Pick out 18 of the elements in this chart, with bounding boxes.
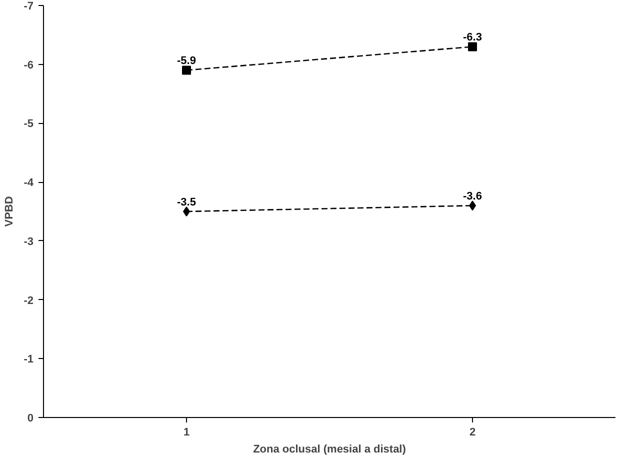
x-tick-label: 2 [469,426,476,438]
y-tick-label: -2 [24,294,34,307]
y-tick-label: -5 [24,118,34,130]
data-label: -6.3 [463,32,482,44]
x-axis-title: Zona oclusal (mesial a distal) [253,444,406,456]
data-label: -3.6 [463,190,482,203]
data-label: -5.9 [177,55,196,68]
point [468,42,477,52]
y-tick-label: -6 [24,59,34,72]
y-tick-label: -7 [24,0,34,12]
y-axis-title: VPBD [4,196,16,227]
x-tick-label: 1 [183,426,190,438]
y-tick-label: -4 [24,177,34,190]
point [182,66,191,75]
y-tick-label: -1 [24,354,34,366]
y-tick-label: -3 [24,236,34,248]
y-tick-label: 0 [27,412,34,424]
data-label: -3.5 [177,196,196,208]
